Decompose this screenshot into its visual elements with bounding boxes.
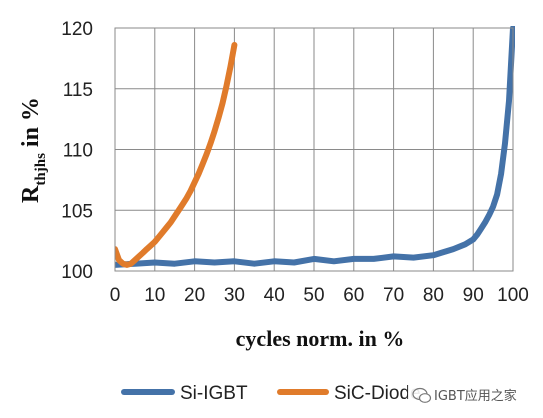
series-layer — [114, 26, 515, 268]
watermark-backdrop — [408, 380, 543, 410]
y-tick-label: 105 — [61, 201, 93, 222]
x-tick-label: 90 — [463, 285, 484, 306]
x-tick-label: 10 — [144, 285, 165, 306]
x-axis-title: cycles norm. in % — [236, 326, 405, 351]
y-axis-title: Rthjhs in % — [18, 97, 49, 203]
plot-border — [114, 27, 514, 272]
x-tick-label: 50 — [303, 285, 324, 306]
x-tick-label: 60 — [343, 285, 364, 306]
x-tick-label: 0 — [110, 285, 121, 306]
legend-label-si-igbt: Si-IGBT — [180, 383, 248, 404]
x-tick-label: 70 — [383, 285, 404, 306]
wechat-icon — [412, 387, 432, 403]
y-tick-label: 115 — [63, 80, 93, 101]
y-axis-title-main: R — [18, 185, 44, 203]
x-tick-label: 20 — [184, 285, 205, 306]
x-tick-labels: 0 10 20 30 40 50 60 70 80 90 100 — [110, 285, 529, 306]
legend-label-sic-diode: SiC-Diode — [334, 383, 421, 404]
y-tick-label: 100 — [61, 262, 93, 283]
x-tick-label: 40 — [264, 285, 285, 306]
watermark-text: IGBT应用之家 — [434, 388, 517, 404]
series-line-si-igbt — [115, 26, 515, 268]
y-tick-label: 120 — [61, 19, 93, 40]
y-tick-labels: 100 105 110 115 120 — [61, 19, 93, 283]
x-tick-label: 100 — [497, 285, 529, 306]
watermark: IGBT应用之家 — [408, 380, 543, 410]
y-axis-title-sub: thjhs — [33, 153, 49, 186]
x-tick-label: 30 — [224, 285, 245, 306]
x-tick-label: 80 — [423, 285, 444, 306]
legend: Si-IGBT SiC-Diode — [121, 383, 421, 404]
y-tick-label: 110 — [63, 141, 93, 162]
y-axis-title-rest: in % — [18, 97, 44, 153]
